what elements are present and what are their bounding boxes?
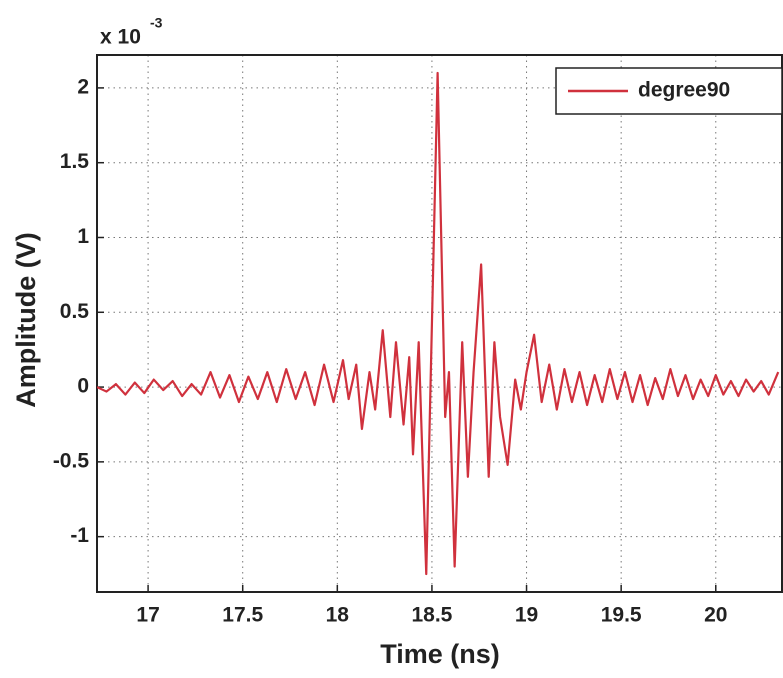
- data-line: [97, 71, 780, 576]
- y-tick-label: 1: [77, 225, 89, 248]
- y-axis-label: Amplitude (V): [11, 232, 41, 408]
- x-tick-label: 17.5: [222, 604, 263, 627]
- x-tick-label: 17: [136, 604, 159, 627]
- y-tick-label: 0.5: [60, 300, 90, 323]
- plot-frame: [96, 54, 783, 593]
- y-tick-label: 1.5: [60, 150, 90, 173]
- y-multiplier: x 10: [100, 26, 141, 49]
- x-tick-label: 18.5: [411, 604, 452, 627]
- x-axis-label: Time (ns): [380, 639, 500, 669]
- x-tick-label: 20: [704, 604, 727, 627]
- legend-label: degree90: [638, 79, 730, 102]
- y-tick-label: 2: [77, 75, 89, 98]
- x-tick-label: 19: [515, 604, 538, 627]
- y-tick-label: -0.5: [53, 449, 90, 472]
- x-tick-label: 19.5: [601, 604, 642, 627]
- y-tick-label: 0: [77, 375, 89, 398]
- y-tick-label: -1: [70, 524, 89, 547]
- y-multiplier-exponent: -3: [150, 15, 163, 31]
- plot-area: [97, 71, 780, 576]
- x-tick-label: 18: [326, 604, 350, 627]
